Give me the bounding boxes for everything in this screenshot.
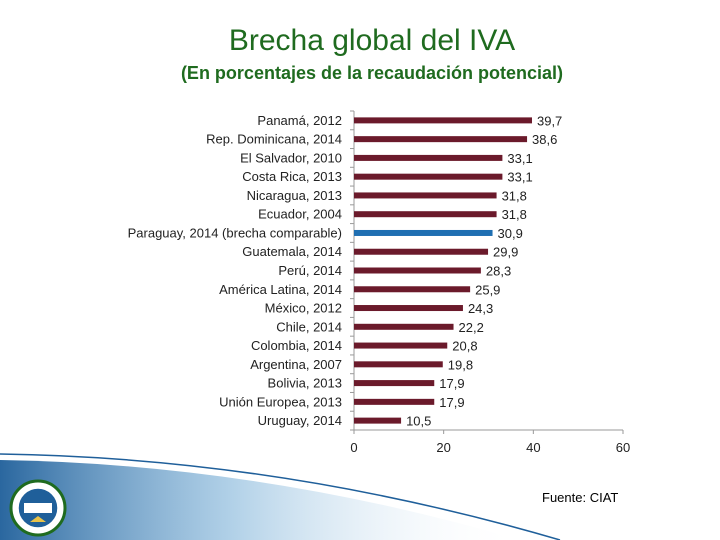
data-label: 31,8 (502, 207, 527, 222)
bar (354, 117, 532, 124)
bar (354, 267, 481, 274)
data-label: 24,3 (468, 301, 493, 316)
category-label: Chile, 2014 (276, 319, 342, 334)
x-tick-label: 20 (436, 440, 450, 455)
data-label: 39,7 (537, 113, 562, 128)
category-label: Argentina, 2007 (250, 357, 342, 372)
category-label: Guatemala, 2014 (242, 244, 342, 259)
bar (354, 305, 463, 312)
data-label: 33,1 (507, 151, 532, 166)
bar (354, 248, 489, 255)
x-tick-label: 40 (526, 440, 540, 455)
category-label: El Salvador, 2010 (240, 150, 342, 165)
data-label: 33,1 (507, 170, 532, 185)
chart-title: Brecha global del IVA (228, 24, 516, 57)
category-label: Colombia, 2014 (251, 338, 342, 353)
bottom-decoration (0, 453, 561, 540)
data-label: 31,8 (502, 188, 527, 203)
bar (354, 154, 503, 161)
category-label: Costa Rica, 2013 (242, 169, 342, 184)
category-label: Paraguay, 2014 (brecha comparable) (128, 225, 342, 240)
category-label: Ecuador, 2004 (258, 207, 342, 222)
category-label: México, 2012 (265, 301, 342, 316)
x-tick-label: 60 (616, 440, 630, 455)
category-label: Unión Europea, 2013 (219, 394, 342, 409)
bar (354, 136, 528, 143)
data-label: 25,9 (475, 282, 500, 297)
category-label: Uruguay, 2014 (258, 413, 342, 428)
category-label: Perú, 2014 (278, 263, 342, 278)
data-label: 17,9 (439, 395, 464, 410)
data-label: 38,6 (532, 132, 557, 147)
data-label: 19,8 (448, 357, 473, 372)
bar (354, 417, 402, 424)
category-label: Rep. Dominicana, 2014 (206, 132, 342, 147)
bar (354, 398, 435, 405)
bar (354, 192, 497, 199)
bar (354, 323, 454, 330)
data-label: 17,9 (439, 376, 464, 391)
chart-subtitle: (En porcentajes de la recaudación potenc… (180, 63, 564, 83)
bar (354, 211, 497, 218)
source-note: Fuente: CIAT (542, 490, 619, 505)
data-label: 28,3 (486, 264, 511, 279)
bar (354, 380, 435, 387)
category-label: Panamá, 2012 (257, 113, 342, 128)
data-label: 30,9 (498, 226, 523, 241)
bar (354, 286, 471, 293)
category-label: Nicaragua, 2013 (247, 188, 342, 203)
category-label: Bolivia, 2013 (268, 376, 342, 391)
ciat-seal-logo (9, 479, 67, 537)
data-label: 10,5 (406, 414, 431, 429)
bar (354, 173, 503, 180)
x-tick-label: 0 (350, 440, 357, 455)
data-label: 20,8 (452, 339, 477, 354)
data-label: 22,2 (459, 320, 484, 335)
category-label: América Latina, 2014 (219, 282, 342, 297)
data-label: 29,9 (493, 245, 518, 260)
bar (354, 342, 448, 349)
bar (354, 229, 493, 236)
bar (354, 361, 443, 368)
